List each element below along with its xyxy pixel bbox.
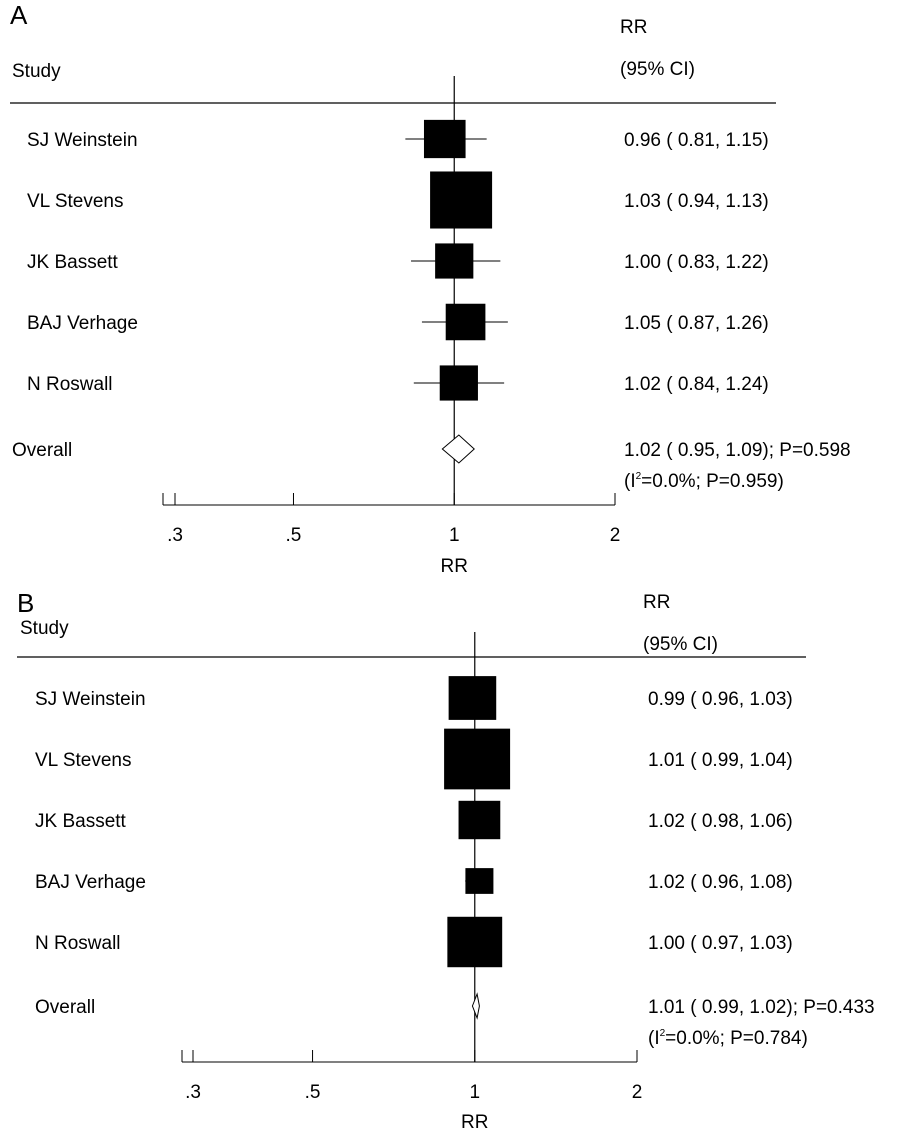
study-estimate-label: 1.02 ( 0.96, 1.08) — [648, 872, 793, 893]
overall-label: Overall — [35, 997, 95, 1018]
overall-label: Overall — [12, 440, 72, 461]
heterogeneity-superscript: 2 — [636, 471, 642, 482]
study-estimate-label: 0.96 ( 0.81, 1.15) — [624, 130, 769, 151]
study-name: N Roswall — [35, 933, 121, 954]
ci-column-header: (95% CI) — [620, 59, 695, 80]
x-tick-label: 2 — [632, 1082, 643, 1103]
heterogeneity-prefix: (I — [624, 471, 636, 492]
heterogeneity-label: (I2=0.0%; P=0.784) — [648, 1028, 808, 1049]
weight-square — [435, 243, 474, 279]
panel-letter: A — [10, 0, 28, 30]
study-name: JK Bassett — [27, 252, 119, 273]
heterogeneity-suffix: =0.0%; P=0.959) — [641, 471, 784, 492]
x-axis-title: RR — [461, 1112, 488, 1133]
overall-diamond — [441, 434, 475, 464]
x-tick-label: .3 — [185, 1082, 201, 1103]
weight-square — [445, 303, 486, 341]
weight-square — [423, 119, 466, 159]
weight-square — [439, 365, 478, 401]
study-estimate-label: 1.00 ( 0.97, 1.03) — [648, 933, 793, 954]
weight-square — [465, 868, 494, 894]
study-name: VL Stevens — [27, 191, 123, 212]
study-estimate-label: 1.02 ( 0.84, 1.24) — [624, 374, 769, 395]
study-name: SJ Weinstein — [27, 130, 138, 151]
ci-column-header: (95% CI) — [643, 634, 718, 655]
study-estimate-label: 1.03 ( 0.94, 1.13) — [624, 191, 769, 212]
study-name: VL Stevens — [35, 750, 131, 771]
x-tick-label: 1 — [469, 1082, 480, 1103]
study-name: JK Bassett — [35, 811, 127, 832]
overall-diamond — [471, 992, 480, 1020]
weight-square — [430, 171, 493, 229]
heterogeneity-suffix: =0.0%; P=0.784) — [665, 1028, 808, 1049]
weight-square — [448, 676, 497, 720]
x-tick-label: 1 — [449, 525, 460, 546]
study-name: BAJ Verhage — [35, 872, 146, 893]
panel-letter: B — [17, 588, 34, 618]
study-estimate-label: 0.99 ( 0.96, 1.03) — [648, 689, 793, 710]
overall-estimate-label: 1.02 ( 0.95, 1.09); P=0.598 — [624, 440, 851, 461]
x-tick-label: .5 — [305, 1082, 321, 1103]
weight-square — [458, 800, 501, 840]
x-tick-label: 2 — [610, 525, 621, 546]
study-name: BAJ Verhage — [27, 313, 138, 334]
study-column-header: Study — [20, 618, 69, 639]
forest-panel-a: A Study RR (95% CI) SJ Weinstein 0.96 ( 0.81,… — [10, 0, 851, 577]
study-estimate-label: 1.05 ( 0.87, 1.26) — [624, 313, 769, 334]
weight-square — [447, 916, 503, 968]
rr-column-header: RR — [620, 17, 647, 38]
study-column-header: Study — [12, 61, 61, 82]
x-axis-title: RR — [441, 556, 468, 577]
rr-column-header: RR — [643, 592, 670, 613]
study-name: N Roswall — [27, 374, 113, 395]
x-tick-label: .5 — [286, 525, 302, 546]
heterogeneity-prefix: (I — [648, 1028, 660, 1049]
x-tick-label: .3 — [167, 525, 183, 546]
study-estimate-label: 1.02 ( 0.98, 1.06) — [648, 811, 793, 832]
study-name: SJ Weinstein — [35, 689, 146, 710]
weight-square — [444, 728, 511, 790]
heterogeneity-label: (I2=0.0%; P=0.959) — [624, 471, 784, 492]
study-estimate-label: 1.01 ( 0.99, 1.04) — [648, 750, 793, 771]
heterogeneity-superscript: 2 — [660, 1028, 666, 1039]
overall-estimate-label: 1.01 ( 0.99, 1.02); P=0.433 — [648, 997, 875, 1018]
study-estimate-label: 1.00 ( 0.83, 1.22) — [624, 252, 769, 273]
